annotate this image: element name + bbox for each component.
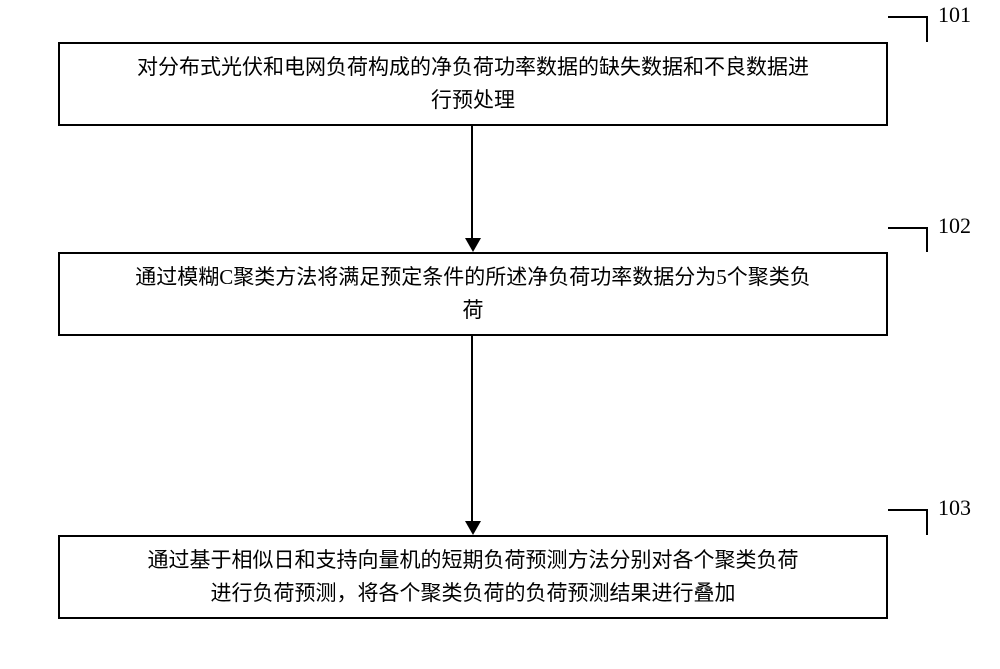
leader-line-101 — [888, 16, 928, 42]
arrow-2-line — [471, 336, 473, 521]
leader-line-102 — [888, 227, 928, 252]
step-text-101: 对分布式光伏和电网负荷构成的净负荷功率数据的缺失数据和不良数据进 行预处理 — [137, 51, 809, 116]
step-text-102: 通过模糊C聚类方法将满足预定条件的所述净负荷功率数据分为5个聚类负 荷 — [135, 261, 811, 326]
step-box-103: 通过基于相似日和支持向量机的短期负荷预测方法分别对各个聚类负荷 进行负荷预测，将… — [58, 535, 888, 619]
step-box-102: 通过模糊C聚类方法将满足预定条件的所述净负荷功率数据分为5个聚类负 荷 — [58, 252, 888, 336]
step-label-101: 101 — [938, 2, 971, 28]
arrow-1-head — [465, 238, 481, 252]
step-label-102: 102 — [938, 213, 971, 239]
step-box-101: 对分布式光伏和电网负荷构成的净负荷功率数据的缺失数据和不良数据进 行预处理 — [58, 42, 888, 126]
leader-line-103 — [888, 509, 928, 535]
arrow-1-line — [471, 126, 473, 238]
step-text-103: 通过基于相似日和支持向量机的短期负荷预测方法分别对各个聚类负荷 进行负荷预测，将… — [148, 544, 799, 609]
flowchart-canvas: 对分布式光伏和电网负荷构成的净负荷功率数据的缺失数据和不良数据进 行预处理 10… — [0, 0, 1000, 669]
step-label-103: 103 — [938, 495, 971, 521]
arrow-2-head — [465, 521, 481, 535]
